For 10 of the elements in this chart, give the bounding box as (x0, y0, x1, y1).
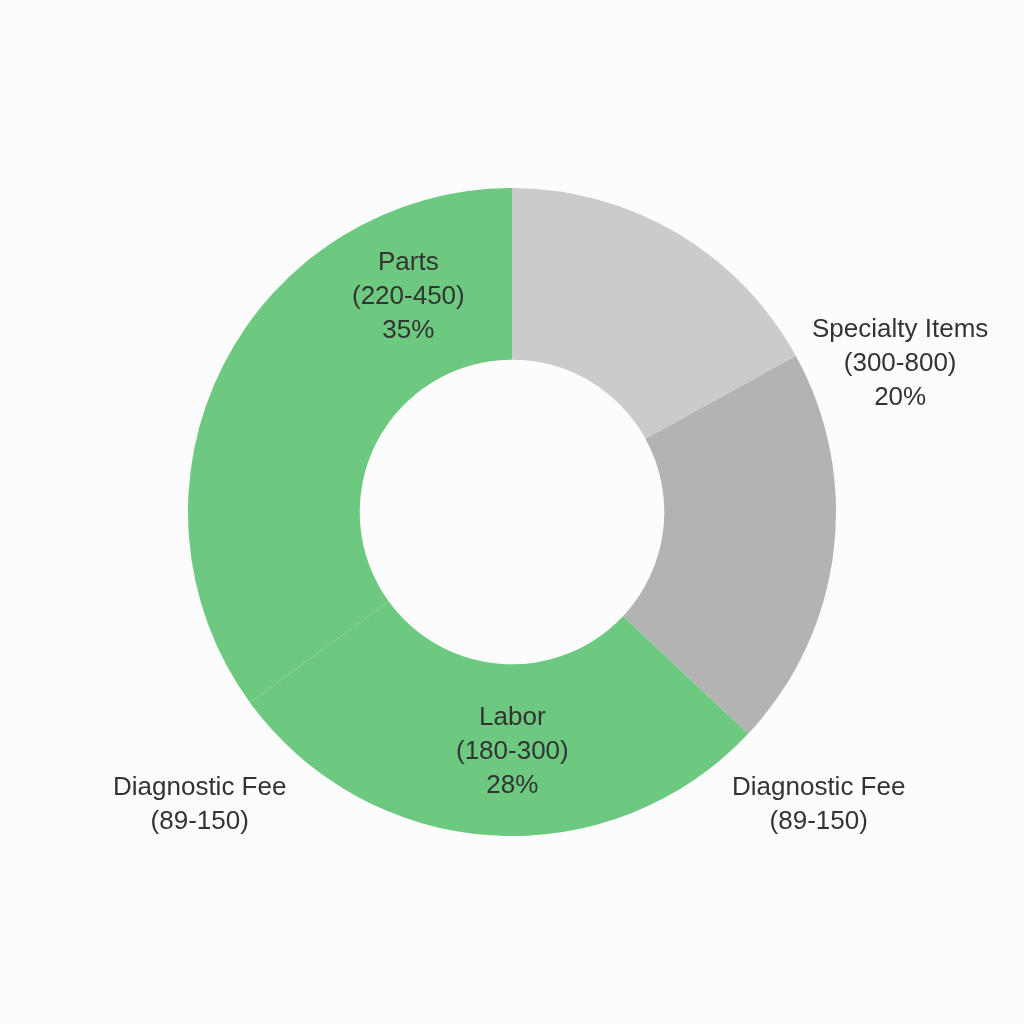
text: Diagnostic Fee (89-150) (732, 771, 906, 835)
data-label: 28% (486, 768, 539, 799)
donut-slice (512, 188, 796, 439)
slice-label: Labor (180-300) (456, 701, 569, 765)
data-label: 20% (874, 380, 927, 411)
text: Diagnostic Fee (89-150) (113, 771, 287, 835)
donut-slice (623, 355, 836, 734)
slice-label: Specialty Items (300-800) (812, 313, 989, 377)
slice-label: Parts (220-450) (352, 246, 465, 310)
data-label: 35% (382, 313, 435, 344)
